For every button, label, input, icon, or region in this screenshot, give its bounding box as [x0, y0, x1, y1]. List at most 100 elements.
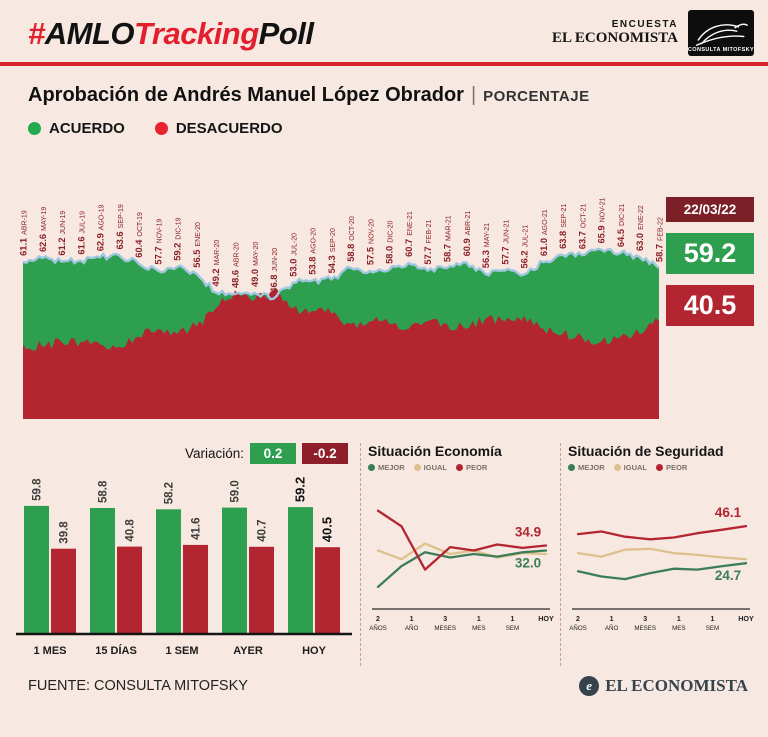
economista-footer-label: EL ECONOMISTA: [605, 676, 748, 695]
current-date: 22/03/22: [666, 197, 754, 222]
svg-text:58.8: 58.8: [98, 480, 110, 503]
economista-footer-logo: e EL ECONOMISTA: [579, 676, 748, 696]
peor-dot-icon: [456, 464, 464, 471]
point-label: 56.3MAY-21: [481, 223, 491, 268]
page-title: #AMLOTrackingPoll: [14, 10, 314, 52]
svg-text:59.0: 59.0: [230, 480, 242, 502]
peor-dot-icon: [656, 464, 664, 471]
economia-legend: MEJOR IGUAL PEOR: [368, 463, 554, 472]
svg-text:58.0DIC-20: 58.0DIC-20: [385, 221, 395, 264]
point-label: 53.0JUL-20: [288, 233, 298, 277]
svg-text:39.8: 39.8: [59, 521, 71, 544]
economia-line-mejor: [376, 549, 548, 589]
bar-acuerdo: [156, 509, 181, 634]
tick-label: 3: [643, 616, 647, 623]
svg-text:40.8: 40.8: [125, 519, 137, 542]
chart-title: Aprobación de Andrés Manuel López Obrado…: [14, 84, 754, 107]
bar-value-label: 40.5: [320, 517, 335, 542]
tick-sublabel: AÑO: [405, 625, 419, 632]
svg-text:57.7FEB-21: 57.7FEB-21: [423, 220, 433, 265]
svg-text:58.7FEB-22: 58.7FEB-22: [655, 217, 665, 262]
variacion-acuerdo-box: 0.2: [250, 443, 296, 464]
svg-text:61.2JUN-19: 61.2JUN-19: [57, 211, 67, 256]
svg-text:59.8: 59.8: [32, 478, 44, 501]
chart-title-text: Aprobación de Andrés Manuel López Obrado…: [28, 84, 464, 106]
point-label: 56.5ENE-20: [192, 222, 202, 268]
point-label: 62.6MAY-19: [38, 207, 48, 252]
svg-text:61.0AGO-21: 61.0AGO-21: [539, 209, 549, 256]
svg-text:64.5DIC-21: 64.5DIC-21: [616, 204, 626, 247]
tick-label: 1: [477, 616, 481, 623]
point-label: 53.8AGO-20: [308, 228, 318, 275]
point-label: 64.5DIC-21: [616, 204, 626, 247]
svg-text:63.6SEP-19: 63.6SEP-19: [115, 204, 125, 249]
economista-circle-icon: e: [579, 676, 600, 696]
svg-text:65.9NOV-21: 65.9NOV-21: [597, 197, 607, 243]
svg-text:48.6ABR-20: 48.6ABR-20: [231, 242, 241, 288]
economia-endlabel-peor: 34.9: [515, 525, 541, 540]
svg-text:57.7NOV-19: 57.7NOV-19: [153, 218, 163, 264]
bars-svg: 59.8 39.8 1 MES 58.8 40.8 15 DÍAS 58.2 41.6 1 SE…: [16, 477, 352, 657]
svg-text:60.7ENE-21: 60.7ENE-21: [404, 211, 414, 257]
point-label: 57.7JUN-21: [500, 220, 510, 265]
point-label: 57.7NOV-19: [153, 218, 163, 264]
point-label: 60.4OCT-19: [134, 212, 144, 258]
mitofsky-label: CONSULTA MITOFSKY: [687, 47, 755, 53]
footer: FUENTE: CONSULTA MITOFSKY e EL ECONOMIST…: [14, 676, 754, 696]
seguridad-panel: Situación de Seguridad MEJOR IGUAL PEOR …: [560, 443, 754, 666]
mitofsky-logo: CONSULTA MITOFSKY: [688, 10, 754, 56]
seguridad-line-igual: [576, 547, 748, 561]
mejor-dot-icon: [568, 464, 575, 471]
bar-desacuerdo: [315, 547, 340, 634]
title-hash: #: [28, 16, 45, 51]
point-label: 61.0AGO-21: [539, 209, 549, 256]
bar-acuerdo: [222, 507, 247, 634]
tick-sublabel: AÑOS: [569, 625, 587, 632]
point-label: 58.0DIC-20: [385, 221, 395, 264]
svg-text:60.9ABR-21: 60.9ABR-21: [462, 211, 472, 257]
bar-value-label: 40.7: [257, 519, 269, 541]
bar-desacuerdo: [51, 548, 76, 634]
mejor-dot-icon: [368, 464, 375, 471]
igual-label: IGUAL: [623, 463, 648, 472]
bar-category-label: AYER: [233, 645, 263, 657]
svg-text:49.2MAR-20: 49.2MAR-20: [211, 240, 221, 287]
legend-mejor: MEJOR: [568, 463, 605, 472]
tick-sublabel: AÑOS: [369, 625, 387, 632]
main-legend: ACUERDO DESACUERDO: [14, 120, 754, 137]
header-logos: ENCUESTA EL ECONOMISTA CONSULTA MITOFSKY: [552, 10, 754, 56]
legend-peor: PEOR: [456, 463, 487, 472]
legend-peor: PEOR: [656, 463, 687, 472]
tick-label: 1: [677, 616, 681, 623]
point-label: 63.6SEP-19: [115, 204, 125, 249]
tick-sublabel: SEM: [506, 625, 519, 632]
bar-acuerdo: [90, 508, 115, 634]
current-desacuerdo-value: 40.5: [666, 285, 754, 326]
igual-dot-icon: [613, 464, 621, 471]
seguridad-title: Situación de Seguridad: [568, 443, 724, 459]
bar-value-label: 58.8: [98, 480, 110, 503]
svg-text:59.2: 59.2: [293, 477, 308, 502]
svg-text:56.5ENE-20: 56.5ENE-20: [192, 222, 202, 268]
tracking-chart-section: 61.1ABR-19 62.6MAY-19 61.2JUN-19 61.6JUL-19…: [14, 139, 754, 431]
svg-text:63.7OCT-21: 63.7OCT-21: [577, 203, 587, 249]
svg-text:56.2JUL-21: 56.2JUL-21: [520, 225, 530, 269]
title-poll: Poll: [258, 16, 314, 51]
legend-igual: IGUAL: [613, 463, 648, 472]
igual-label: IGUAL: [423, 463, 448, 472]
tick-sublabel: MES: [472, 625, 485, 632]
point-label: 63.8SEP-21: [558, 204, 568, 249]
svg-text:62.6MAY-19: 62.6MAY-19: [38, 207, 48, 252]
legend-acuerdo: ACUERDO: [28, 120, 125, 137]
economia-svg: 32.0 34.9 2 AÑOS 1 AÑO 3 MESES 1 MES 1 SEM HOY: [369, 509, 554, 632]
point-label: 58.7MAR-21: [443, 215, 453, 262]
title-separator: |: [470, 84, 477, 106]
seguridad-line-peor: [576, 524, 748, 541]
svg-text:61.6JUL-19: 61.6JUL-19: [76, 211, 86, 255]
point-label: 63.7OCT-21: [577, 203, 587, 249]
svg-text:62.9AGO-19: 62.9AGO-19: [96, 204, 106, 251]
mejor-label: MEJOR: [378, 463, 405, 472]
seguridad-svg: 24.7 46.1 2 AÑOS 1 AÑO 3 MESES 1 MES 1 SEM HOY: [569, 505, 754, 632]
point-label: 60.7ENE-21: [404, 211, 414, 257]
bottom-panels: Variación: 0.2 -0.2 59.8 39.8 1 MES 58.8 40.…: [14, 443, 754, 666]
